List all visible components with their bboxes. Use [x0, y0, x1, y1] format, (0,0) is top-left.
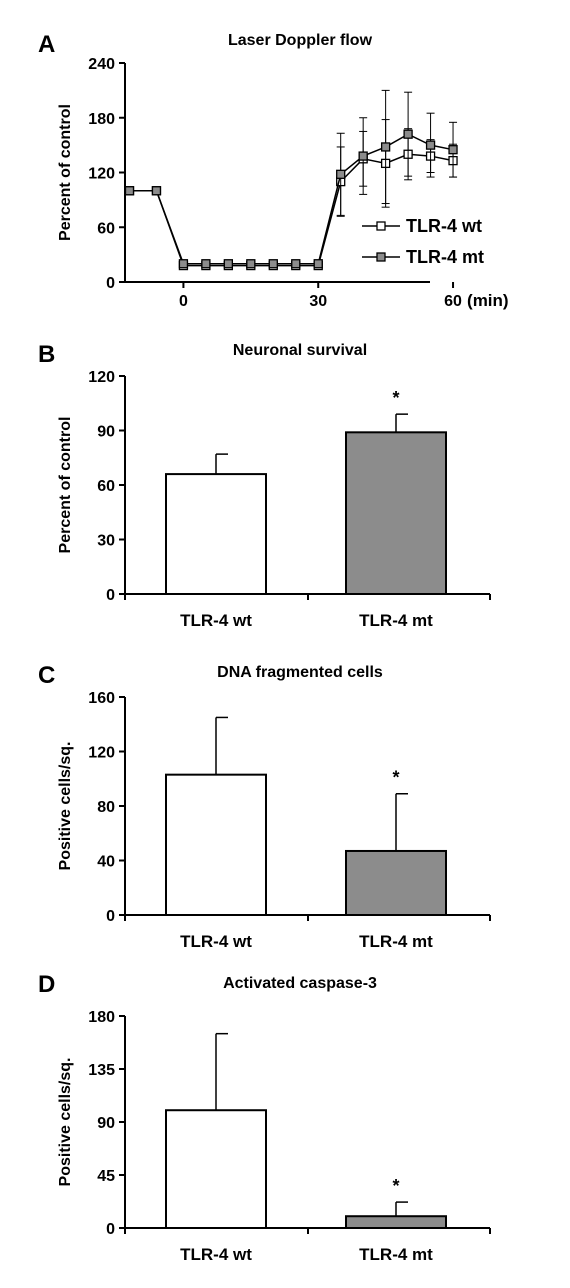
bar-mt: [346, 432, 446, 594]
y-tick-label: 0: [106, 587, 115, 604]
y-tick-label: 90: [97, 424, 115, 441]
y-tick-label: 240: [88, 56, 115, 73]
category-label: TLR-4 wt: [180, 1245, 252, 1264]
data-point: [269, 260, 277, 268]
significance-marker: *: [392, 768, 399, 788]
category-label: TLR-4 mt: [359, 932, 433, 951]
y-axis-label: Positive cells/sq.: [57, 742, 74, 871]
category-label: TLR-4 wt: [180, 611, 252, 630]
y-tick-label: 90: [97, 1115, 115, 1132]
data-point: [404, 130, 412, 138]
y-tick-label: 160: [88, 690, 115, 707]
y-tick-label: 0: [106, 275, 115, 292]
y-axis-label: Percent of control: [57, 104, 74, 241]
y-tick-label: 120: [88, 166, 115, 183]
data-point: [152, 187, 160, 195]
x-unit-label: (min): [467, 291, 509, 310]
y-tick-label: 60: [97, 478, 115, 495]
data-point: [382, 143, 390, 151]
panel-letter: D: [38, 971, 55, 998]
x-tick-label: 60: [444, 293, 462, 310]
data-point: [179, 260, 187, 268]
category-label: TLR-4 mt: [359, 1245, 433, 1264]
data-point: [292, 260, 300, 268]
y-tick-label: 135: [88, 1062, 115, 1079]
legend-label: TLR-4 mt: [406, 247, 484, 267]
legend-label: TLR-4 wt: [406, 216, 482, 236]
y-tick-label: 30: [97, 533, 115, 550]
panel-letter: C: [38, 662, 55, 689]
data-point: [427, 141, 435, 149]
chart-title: Laser Doppler flow: [228, 32, 373, 49]
y-axis-label: Positive cells/sq.: [57, 1058, 74, 1187]
legend-marker: [377, 222, 385, 230]
bar-wt: [166, 1110, 266, 1228]
panel-d: D Activated caspase-3 0 45 90 135 180 Positive …: [38, 971, 490, 1264]
y-tick-label: 120: [88, 369, 115, 386]
y-tick-label: 80: [97, 799, 115, 816]
legend-marker: [377, 253, 385, 261]
x-tick-label: 30: [309, 293, 327, 310]
y-tick-label: 40: [97, 854, 115, 871]
x-tick-label: 0: [179, 293, 188, 310]
series-mt: [125, 90, 457, 267]
legend: TLR-4 wt TLR-4 mt: [362, 216, 484, 267]
y-tick-label: 60: [97, 220, 115, 237]
data-point: [125, 187, 133, 195]
data-point: [202, 260, 210, 268]
significance-marker: *: [392, 1176, 399, 1196]
data-point: [314, 260, 322, 268]
bar-wt: [166, 775, 266, 915]
panel-letter: B: [38, 341, 55, 368]
bar-mt: [346, 851, 446, 915]
chart-title: Neuronal survival: [233, 342, 367, 359]
significance-marker: *: [392, 388, 399, 408]
y-tick-label: 180: [88, 1009, 115, 1026]
category-label: TLR-4 wt: [180, 932, 252, 951]
data-point: [337, 170, 345, 178]
data-point: [449, 146, 457, 154]
y-tick-label: 0: [106, 908, 115, 925]
data-point: [359, 152, 367, 160]
chart-title: Activated caspase-3: [223, 975, 377, 992]
bar-mt: [346, 1216, 446, 1228]
panel-a: A Laser Doppler flow 0 60 120 180 240 Percent o…: [38, 31, 509, 310]
data-point: [247, 260, 255, 268]
y-tick-label: 45: [97, 1168, 115, 1185]
data-point: [224, 260, 232, 268]
y-tick-label: 120: [88, 745, 115, 762]
panel-c: C DNA fragmented cells 0 40 80 120 160 Positive…: [38, 662, 490, 951]
chart-title: DNA fragmented cells: [217, 664, 383, 681]
y-axis-label: Percent of control: [57, 417, 74, 554]
y-tick-label: 0: [106, 1221, 115, 1238]
bar-wt: [166, 474, 266, 594]
y-tick-label: 180: [88, 111, 115, 128]
category-label: TLR-4 mt: [359, 611, 433, 630]
panel-b: B Neuronal survival 0 30 60 90 120 Percent of c…: [38, 341, 490, 630]
panel-letter: A: [38, 31, 55, 58]
